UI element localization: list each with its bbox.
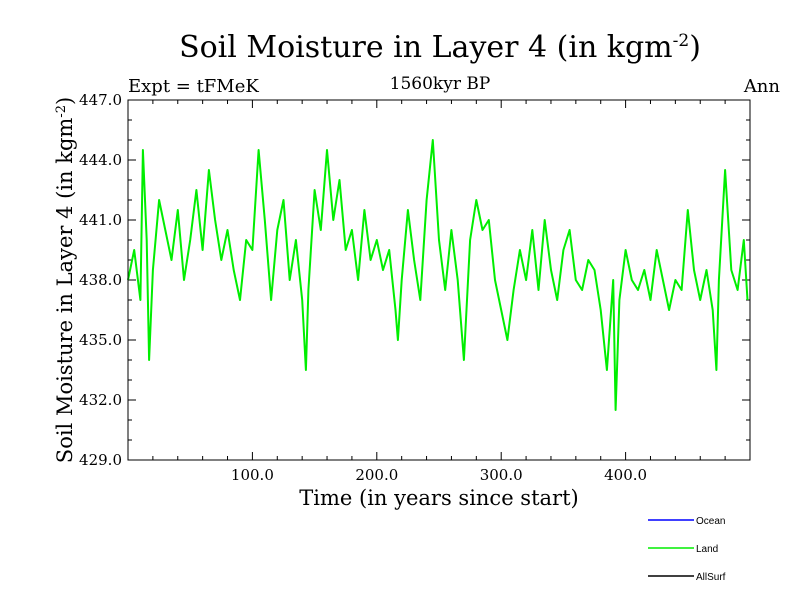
experiment-label: Expt = tFMeK: [128, 76, 259, 97]
y-axis-label: Soil Moisture in Layer 4 (in kgm-2): [53, 97, 77, 463]
y-tick-label: 435.0: [79, 331, 122, 349]
y-axis-label-end: ): [53, 97, 77, 105]
plot-frame: [127, 99, 751, 461]
x-tick-label: 300.0: [480, 466, 523, 484]
y-tick-label: 447.0: [79, 91, 122, 109]
y-axis-label-superscript: -2: [54, 105, 69, 118]
y-axis-label-text: Soil Moisture in Layer 4 (in kgm: [53, 118, 77, 464]
chart-title: Soil Moisture in Layer 4 (in kgm-2): [0, 30, 800, 65]
chart-title-text: Soil Moisture in Layer 4 (in kgm: [179, 30, 673, 65]
y-tick-labels: 429.0 432.0 435.0 438.0 441.0 444.0 447.0: [79, 91, 122, 469]
legend-label-land: Land: [696, 544, 718, 555]
chart-title-end: ): [689, 30, 701, 65]
legend-label-allsurf: AllSurf: [696, 572, 726, 583]
y-tick-label: 444.0: [79, 151, 122, 169]
data-series: [127, 139, 749, 411]
season-label: Ann: [743, 76, 780, 97]
y-tick-label: 432.0: [79, 391, 122, 409]
legend-label-ocean: Ocean: [696, 516, 725, 527]
axis-ticks: [128, 99, 750, 461]
legend: Ocean Land AllSurf: [648, 516, 726, 583]
y-tick-label: 441.0: [79, 211, 122, 229]
y-tick-label: 438.0: [79, 271, 122, 289]
chart-subtitle: 1560kyr BP: [389, 74, 491, 94]
chart-title-superscript: -2: [672, 31, 690, 51]
series-line-land: [127, 139, 749, 411]
x-tick-labels: 100.0 200.0 300.0 400.0: [231, 466, 647, 484]
y-tick-label: 429.0: [79, 451, 122, 469]
x-tick-label: 100.0: [231, 466, 274, 484]
x-axis-label: Time (in years since start): [299, 486, 578, 510]
x-tick-label: 200.0: [355, 466, 398, 484]
x-tick-label: 400.0: [604, 466, 647, 484]
